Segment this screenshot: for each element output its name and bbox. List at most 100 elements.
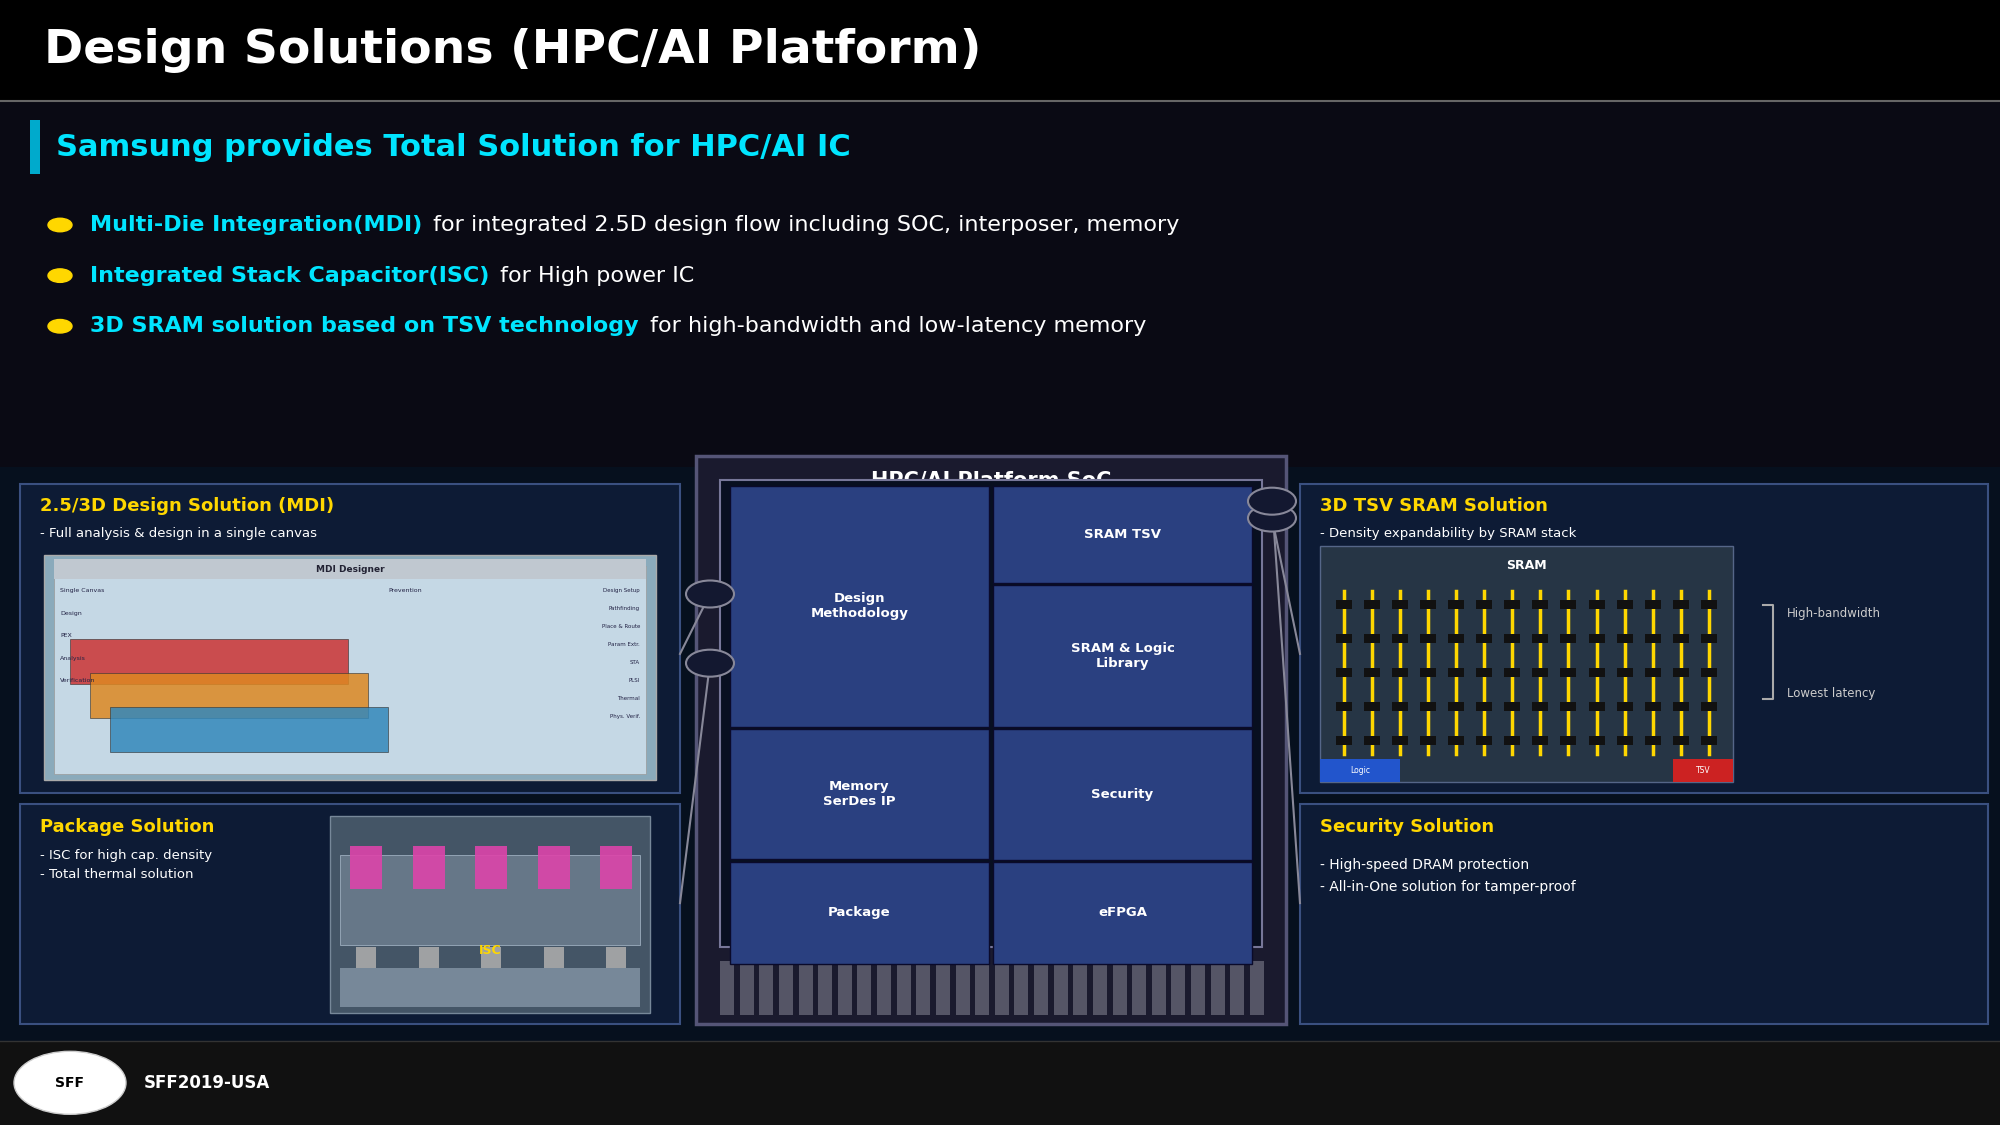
FancyBboxPatch shape <box>1588 667 1604 676</box>
Text: SFF2019-USA: SFF2019-USA <box>144 1073 270 1091</box>
FancyBboxPatch shape <box>1560 736 1576 745</box>
Text: 3D TSV SRAM Solution: 3D TSV SRAM Solution <box>1320 497 1548 515</box>
FancyBboxPatch shape <box>1532 667 1548 676</box>
FancyBboxPatch shape <box>606 947 626 968</box>
FancyBboxPatch shape <box>1644 667 1660 676</box>
FancyBboxPatch shape <box>1364 702 1380 711</box>
Text: Logic: Logic <box>1350 766 1370 775</box>
FancyBboxPatch shape <box>1172 961 1186 1015</box>
FancyBboxPatch shape <box>1336 702 1352 711</box>
Text: SRAM TSV: SRAM TSV <box>1084 528 1160 541</box>
Text: High-bandwidth: High-bandwidth <box>1786 608 1880 620</box>
FancyBboxPatch shape <box>720 961 734 1015</box>
FancyBboxPatch shape <box>1336 667 1352 676</box>
FancyBboxPatch shape <box>0 467 2000 1046</box>
FancyBboxPatch shape <box>1616 667 1632 676</box>
FancyBboxPatch shape <box>356 947 376 968</box>
Text: Design: Design <box>60 611 82 615</box>
FancyBboxPatch shape <box>1700 633 1716 642</box>
FancyBboxPatch shape <box>1420 702 1436 711</box>
Text: Memory
SerDes IP: Memory SerDes IP <box>824 781 896 808</box>
FancyBboxPatch shape <box>992 585 1252 727</box>
FancyBboxPatch shape <box>0 1041 2000 1125</box>
FancyBboxPatch shape <box>1560 633 1576 642</box>
Text: 3D SRAM solution based on TSV technology: 3D SRAM solution based on TSV technology <box>90 316 638 336</box>
FancyBboxPatch shape <box>916 961 930 1015</box>
FancyBboxPatch shape <box>1336 736 1352 745</box>
Circle shape <box>686 580 734 608</box>
Text: Thermal: Thermal <box>618 696 640 701</box>
Text: Design
Methodology: Design Methodology <box>810 593 908 620</box>
FancyBboxPatch shape <box>600 846 632 889</box>
Text: ISC: ISC <box>478 944 502 957</box>
FancyBboxPatch shape <box>818 961 832 1015</box>
FancyBboxPatch shape <box>1672 759 1732 782</box>
FancyBboxPatch shape <box>1504 736 1520 745</box>
FancyBboxPatch shape <box>1588 600 1604 609</box>
Text: Phys. Verif.: Phys. Verif. <box>610 714 640 719</box>
FancyBboxPatch shape <box>1364 736 1380 745</box>
FancyBboxPatch shape <box>1588 702 1604 711</box>
FancyBboxPatch shape <box>1364 633 1380 642</box>
Text: PEX: PEX <box>60 633 72 638</box>
Text: for high-bandwidth and low-latency memory: for high-bandwidth and low-latency memor… <box>642 316 1146 336</box>
FancyBboxPatch shape <box>1152 961 1166 1015</box>
FancyBboxPatch shape <box>30 120 40 174</box>
FancyBboxPatch shape <box>798 961 812 1015</box>
FancyBboxPatch shape <box>730 486 988 727</box>
FancyBboxPatch shape <box>1504 702 1520 711</box>
FancyBboxPatch shape <box>696 456 1286 1024</box>
FancyBboxPatch shape <box>1616 633 1632 642</box>
FancyBboxPatch shape <box>1392 667 1408 676</box>
FancyBboxPatch shape <box>976 961 990 1015</box>
FancyBboxPatch shape <box>1476 736 1492 745</box>
FancyBboxPatch shape <box>1700 600 1716 609</box>
FancyBboxPatch shape <box>1132 961 1146 1015</box>
FancyBboxPatch shape <box>1672 736 1688 745</box>
Text: Single Canvas: Single Canvas <box>60 588 104 593</box>
FancyBboxPatch shape <box>1504 667 1520 676</box>
FancyBboxPatch shape <box>1392 600 1408 609</box>
FancyBboxPatch shape <box>1616 736 1632 745</box>
FancyBboxPatch shape <box>730 862 988 964</box>
FancyBboxPatch shape <box>838 961 852 1015</box>
FancyBboxPatch shape <box>878 961 892 1015</box>
FancyBboxPatch shape <box>1476 702 1492 711</box>
FancyBboxPatch shape <box>778 961 792 1015</box>
FancyBboxPatch shape <box>1588 736 1604 745</box>
FancyBboxPatch shape <box>340 968 640 1007</box>
Text: for High power IC: for High power IC <box>494 266 694 286</box>
Text: Design Setup: Design Setup <box>604 588 640 593</box>
FancyBboxPatch shape <box>1448 736 1464 745</box>
FancyBboxPatch shape <box>1560 667 1576 676</box>
Circle shape <box>48 218 72 232</box>
FancyBboxPatch shape <box>70 639 348 684</box>
FancyBboxPatch shape <box>340 855 640 945</box>
FancyBboxPatch shape <box>1616 702 1632 711</box>
FancyBboxPatch shape <box>90 673 368 718</box>
FancyBboxPatch shape <box>1448 702 1464 711</box>
FancyBboxPatch shape <box>480 947 500 968</box>
FancyBboxPatch shape <box>1672 633 1688 642</box>
Text: MDI Designer: MDI Designer <box>316 565 384 574</box>
Text: TSV: TSV <box>1696 766 1710 775</box>
FancyBboxPatch shape <box>1112 961 1126 1015</box>
FancyBboxPatch shape <box>1300 804 1988 1024</box>
FancyBboxPatch shape <box>1420 667 1436 676</box>
FancyBboxPatch shape <box>720 480 1262 947</box>
FancyBboxPatch shape <box>538 846 570 889</box>
Text: Analysis: Analysis <box>60 656 86 660</box>
Circle shape <box>48 269 72 282</box>
Text: Security Solution: Security Solution <box>1320 818 1494 836</box>
FancyBboxPatch shape <box>1476 667 1492 676</box>
Text: - Full analysis & design in a single canvas: - Full analysis & design in a single can… <box>40 526 316 540</box>
FancyBboxPatch shape <box>1476 633 1492 642</box>
FancyBboxPatch shape <box>110 706 388 752</box>
FancyBboxPatch shape <box>1014 961 1028 1015</box>
FancyBboxPatch shape <box>1320 759 1400 782</box>
FancyBboxPatch shape <box>1250 961 1264 1015</box>
Circle shape <box>1248 504 1296 531</box>
FancyBboxPatch shape <box>1448 667 1464 676</box>
FancyBboxPatch shape <box>992 862 1252 964</box>
FancyBboxPatch shape <box>1320 546 1732 782</box>
